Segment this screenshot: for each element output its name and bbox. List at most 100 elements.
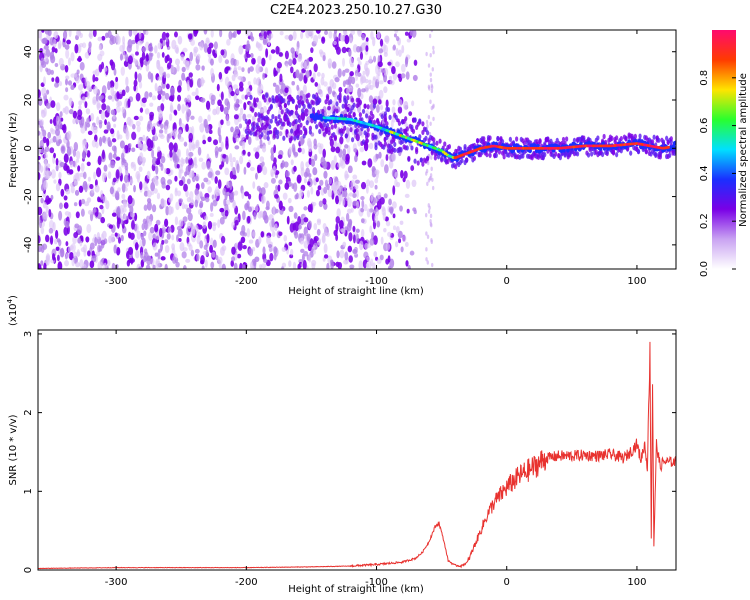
noise-speckle	[260, 187, 266, 196]
ridge-halo	[297, 114, 302, 121]
noise-speckle	[196, 53, 201, 60]
noise-speckle	[270, 177, 276, 184]
noise-speckle	[300, 248, 305, 253]
noise-speckle	[51, 169, 56, 179]
noise-speckle	[111, 212, 117, 217]
noise-speckle	[104, 119, 107, 126]
noise-speckle	[427, 63, 431, 68]
ridge-halo	[485, 152, 489, 158]
noise-speckle	[374, 178, 379, 184]
noise-speckle	[120, 234, 124, 242]
noise-speckle	[339, 249, 345, 259]
noise-speckle	[345, 153, 350, 162]
noise-speckle	[115, 105, 121, 113]
noise-speckle	[378, 99, 382, 105]
noise-speckle	[156, 51, 161, 59]
ridge-halo	[596, 135, 600, 141]
noise-speckle	[146, 201, 152, 211]
noise-speckle	[93, 85, 98, 95]
ridge-halo	[275, 134, 280, 140]
noise-speckle	[395, 225, 400, 234]
noise-speckle	[275, 184, 279, 191]
noise-speckle	[338, 220, 344, 229]
noise-speckle	[369, 225, 373, 234]
noise-speckle	[372, 55, 377, 63]
noise-speckle	[86, 117, 90, 125]
noise-speckle	[177, 94, 182, 102]
noise-speckle	[357, 30, 363, 37]
ridge-halo	[424, 135, 428, 141]
ridge-halo	[288, 121, 292, 128]
ridge-halo	[254, 102, 258, 108]
noise-speckle	[323, 81, 328, 87]
ridge-halo	[496, 136, 500, 142]
noise-speckle	[79, 61, 85, 71]
noise-speckle	[86, 90, 90, 99]
noise-speckle	[159, 134, 165, 140]
noise-speckle	[432, 45, 435, 51]
noise-speckle	[219, 30, 223, 38]
noise-speckle	[340, 159, 346, 169]
noise-speckle	[128, 258, 133, 264]
noise-speckle	[59, 202, 63, 210]
noise-speckle	[100, 61, 105, 70]
noise-speckle	[343, 30, 347, 36]
noise-speckle	[104, 32, 109, 39]
noise-speckle	[278, 231, 283, 237]
colorbar-label: Normalized spectral amplitude	[738, 73, 749, 227]
noise-speckle	[127, 98, 131, 108]
noise-speckle	[309, 238, 314, 248]
noise-speckle	[139, 107, 144, 113]
noise-speckle	[318, 49, 324, 55]
ridge-halo	[333, 134, 337, 140]
ridge-halo	[644, 148, 648, 154]
noise-speckle	[352, 249, 358, 254]
noise-speckle	[378, 151, 382, 159]
noise-speckle	[108, 152, 113, 161]
noise-speckle	[348, 255, 353, 263]
noise-speckle	[383, 44, 388, 55]
noise-speckle	[64, 44, 70, 50]
noise-speckle	[365, 45, 369, 52]
noise-speckle	[107, 125, 111, 130]
noise-speckle	[163, 167, 167, 174]
noise-speckle	[197, 146, 202, 156]
noise-speckle	[113, 123, 117, 128]
noise-speckle	[262, 72, 266, 80]
noise-speckle	[398, 49, 402, 57]
noise-speckle	[394, 30, 399, 34]
noise-speckle	[117, 237, 122, 244]
noise-speckle	[167, 226, 172, 234]
noise-speckle	[74, 43, 79, 54]
snr-x-label: Height of straight line (km)	[288, 584, 424, 595]
noise-speckle	[281, 246, 287, 253]
noise-speckle	[84, 101, 88, 109]
noise-speckle	[360, 93, 364, 100]
ridge-halo	[352, 102, 356, 108]
ridge-halo	[460, 157, 464, 164]
noise-speckle	[293, 182, 298, 193]
noise-speckle	[212, 223, 217, 232]
noise-speckle	[381, 206, 386, 213]
ridge-halo	[355, 127, 359, 133]
noise-speckle	[116, 91, 120, 100]
ridge-halo	[290, 110, 294, 116]
noise-speckle	[230, 126, 234, 133]
ridge-halo	[300, 108, 305, 114]
noise-speckle	[182, 216, 188, 223]
noise-speckle	[352, 174, 358, 180]
noise-speckle	[181, 103, 186, 114]
noise-speckle	[261, 57, 266, 67]
noise-speckle	[368, 180, 375, 189]
noise-speckle	[225, 180, 231, 189]
noise-speckle	[303, 177, 307, 184]
noise-speckle	[257, 164, 262, 174]
noise-speckle	[163, 239, 169, 244]
noise-speckle	[87, 250, 91, 257]
noise-speckle	[198, 157, 204, 162]
noise-speckle	[75, 262, 81, 268]
noise-speckle	[388, 160, 394, 169]
noise-speckle	[126, 116, 132, 126]
noise-speckle	[151, 136, 155, 141]
noise-speckle	[76, 30, 82, 37]
